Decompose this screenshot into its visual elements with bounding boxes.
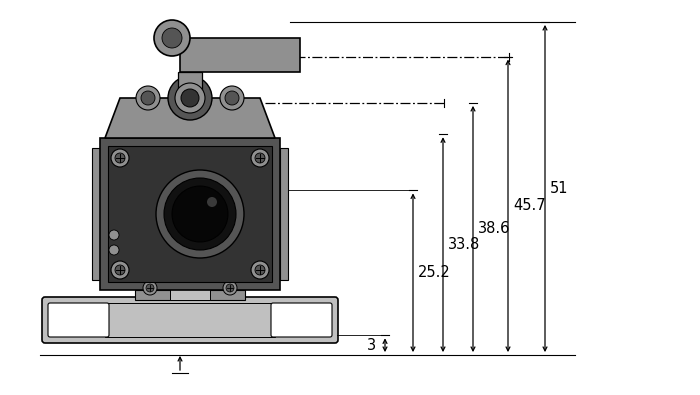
Circle shape (109, 230, 119, 240)
Circle shape (251, 149, 269, 167)
Text: 33.8: 33.8 (448, 237, 480, 252)
Text: 45.7: 45.7 (513, 198, 545, 213)
Circle shape (175, 83, 205, 113)
Circle shape (251, 261, 269, 279)
Circle shape (255, 265, 265, 275)
Circle shape (181, 89, 199, 107)
Circle shape (162, 28, 182, 48)
Bar (280, 148, 288, 280)
Bar (180, 38, 300, 72)
FancyBboxPatch shape (271, 303, 332, 337)
Text: 3: 3 (367, 338, 376, 353)
Bar (178, 72, 202, 92)
Circle shape (168, 76, 212, 120)
Circle shape (143, 281, 157, 295)
Bar (108, 146, 272, 282)
Text: 38.6: 38.6 (478, 222, 510, 237)
Circle shape (164, 178, 236, 250)
Circle shape (141, 91, 155, 105)
Text: 25.2: 25.2 (418, 265, 451, 280)
Text: 51: 51 (550, 181, 568, 196)
Polygon shape (105, 98, 275, 138)
Circle shape (115, 265, 125, 275)
Bar (135, 290, 245, 300)
Circle shape (223, 281, 237, 295)
Circle shape (172, 186, 228, 242)
Circle shape (109, 245, 119, 255)
FancyBboxPatch shape (42, 297, 338, 343)
Circle shape (154, 20, 190, 56)
Circle shape (207, 197, 217, 207)
Bar (92, 148, 100, 280)
Circle shape (156, 170, 244, 258)
Circle shape (115, 153, 125, 163)
Circle shape (220, 86, 244, 110)
Bar (100, 138, 280, 290)
Circle shape (225, 91, 239, 105)
Circle shape (111, 261, 129, 279)
Circle shape (146, 284, 154, 292)
Circle shape (111, 149, 129, 167)
Bar (105, 303, 275, 337)
Circle shape (226, 284, 234, 292)
Circle shape (255, 153, 265, 163)
Bar (170, 285, 210, 300)
FancyBboxPatch shape (48, 303, 109, 337)
Circle shape (136, 86, 160, 110)
